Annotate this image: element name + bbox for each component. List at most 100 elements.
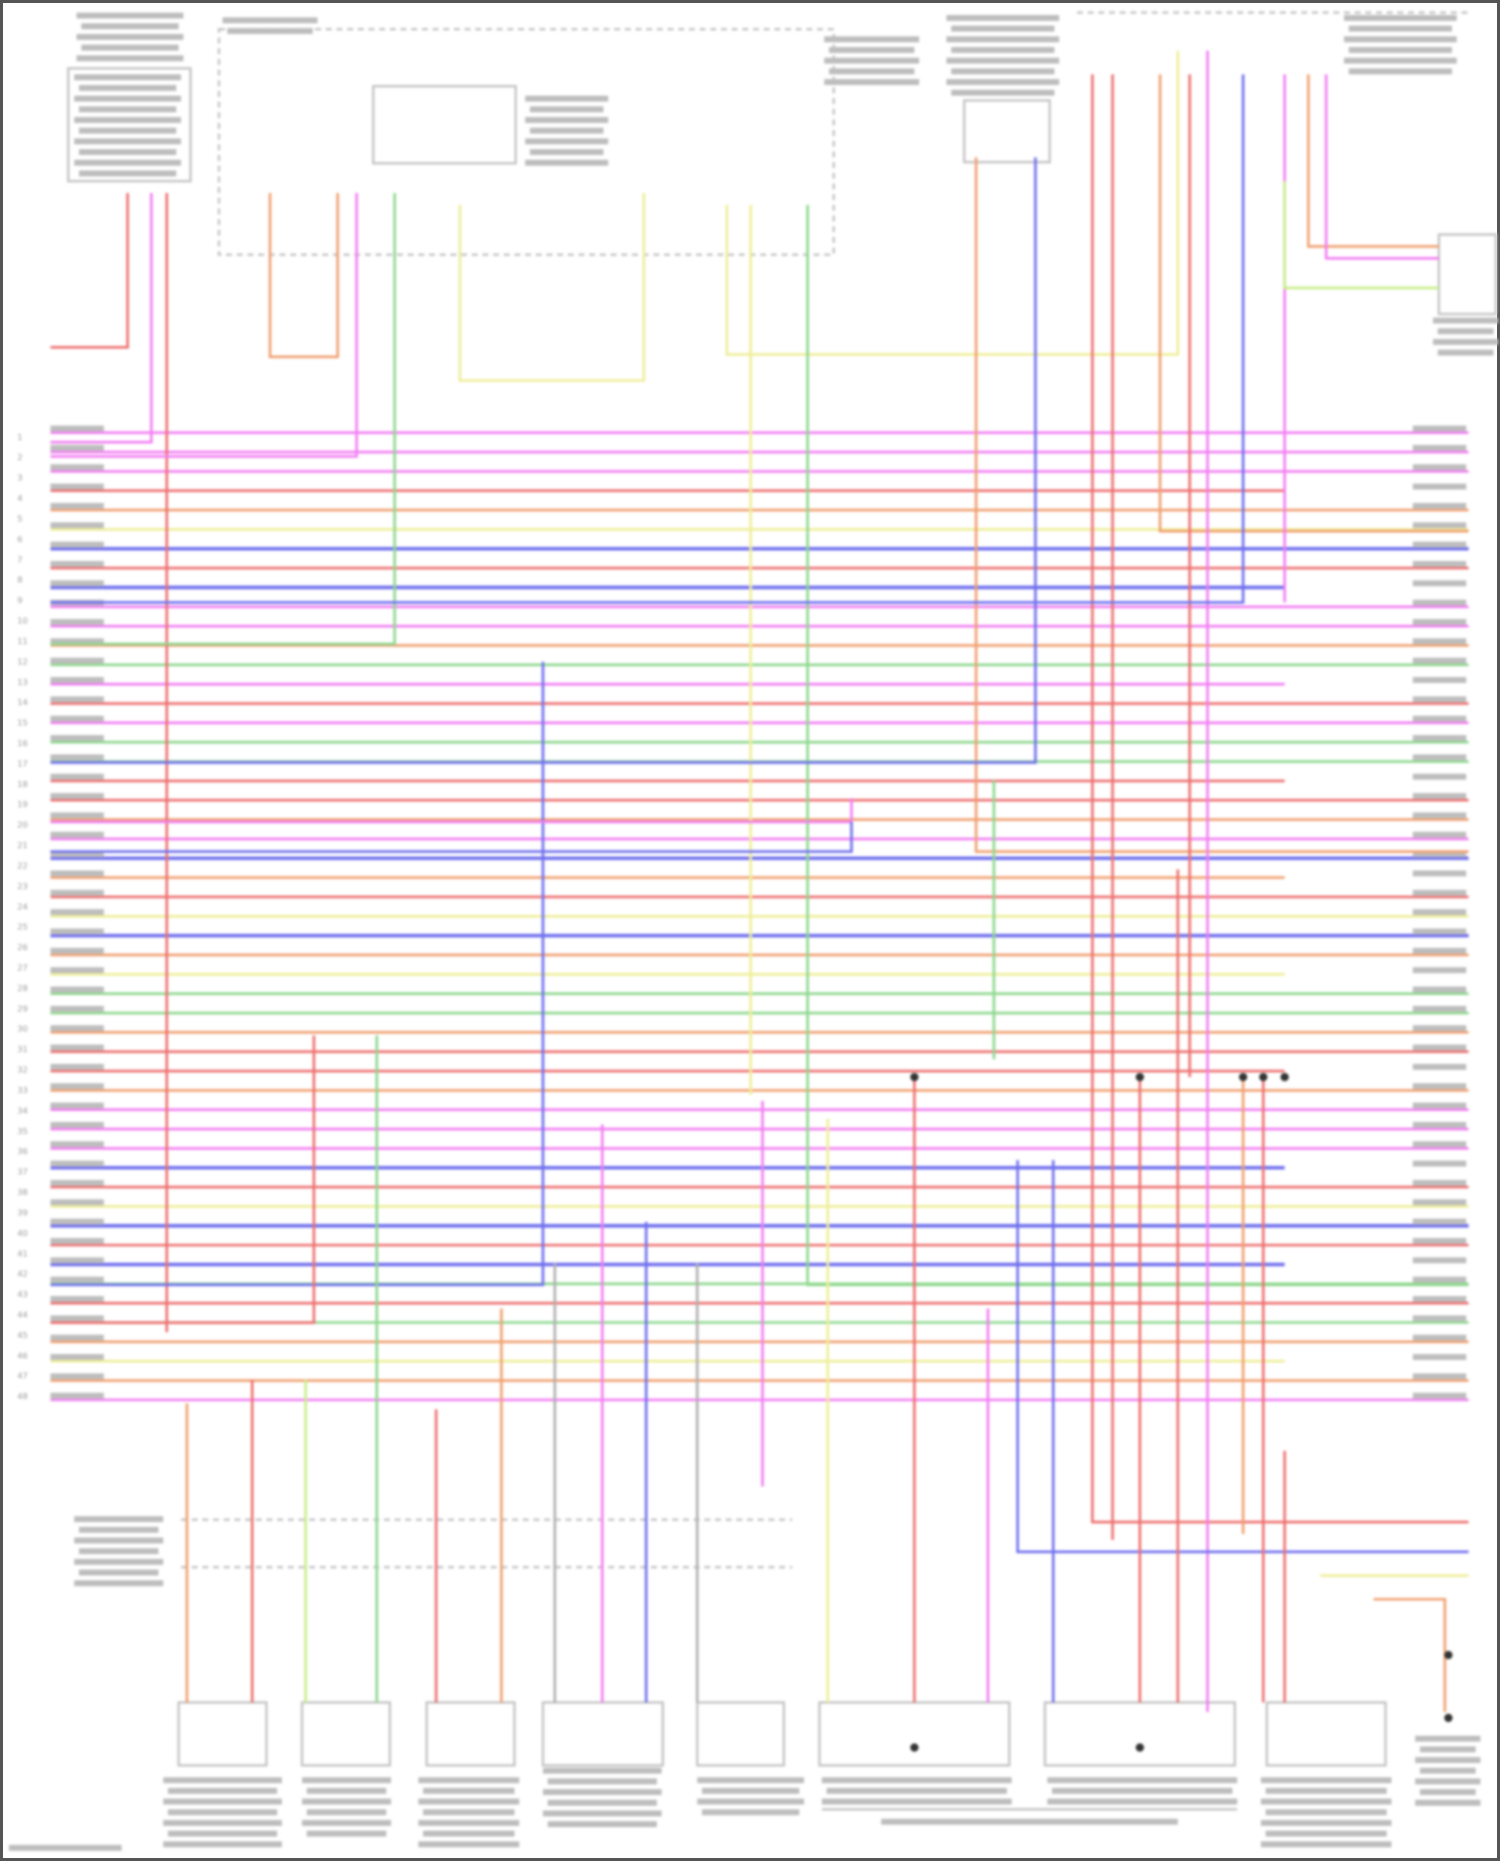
wire-color-label: [50, 1141, 104, 1148]
wire-color-label: [50, 560, 104, 567]
pin-number: 19: [17, 799, 28, 809]
wire-color-label: [50, 773, 104, 780]
wire-color-label: [50, 1354, 104, 1361]
splice-point: [1280, 1072, 1289, 1082]
component-label: [163, 1777, 282, 1784]
wire-color-label: [50, 986, 104, 993]
component-label: [1265, 1787, 1387, 1794]
wire-color-label: [1412, 580, 1467, 587]
splice-point: [910, 1072, 919, 1082]
right-sensor-box: [1437, 233, 1498, 316]
wire-color-label: [1412, 1121, 1467, 1128]
pin-number: 28: [17, 983, 28, 993]
pin-number: 24: [17, 901, 28, 911]
wire: [1307, 74, 1439, 248]
wire-color-label: [50, 1199, 104, 1206]
pin-number: 23: [17, 881, 28, 891]
wire-color-label: [50, 1276, 104, 1283]
wire-color-label: [50, 541, 104, 548]
wire-color-label: [50, 522, 104, 529]
component-label: [547, 1799, 657, 1806]
pin-number: 15: [17, 718, 28, 728]
pin-number: 10: [17, 616, 28, 626]
component-label: [306, 1830, 387, 1837]
wire-color-label: [50, 1121, 104, 1128]
wire: [1324, 74, 1439, 260]
component-label: [423, 1830, 515, 1837]
wire-color-label: [1412, 1063, 1467, 1070]
wire-color-label: [50, 851, 104, 858]
wire: [50, 661, 545, 1287]
wire-color-label: [1412, 851, 1467, 858]
wire-color-label: [50, 928, 104, 935]
pin-number: 3: [17, 473, 22, 483]
splice-point: [1135, 1743, 1145, 1752]
wire-color-label: [50, 1005, 104, 1012]
pin-number: 5: [17, 513, 22, 523]
pin-number: 1: [17, 432, 22, 442]
component-label: [951, 47, 1055, 53]
wire-color-label: [50, 754, 104, 761]
wire-color-label: [1412, 1160, 1467, 1167]
pin-number: 4: [17, 493, 22, 503]
component-label: [1047, 1798, 1238, 1805]
wire: [806, 204, 1469, 1287]
wire-color-label: [1412, 502, 1467, 509]
wire: [1283, 181, 1439, 290]
component-label: [697, 1777, 805, 1784]
wire: [268, 192, 339, 359]
component-label: [542, 1767, 662, 1774]
component-label: [78, 127, 177, 134]
wire-color-label: [1412, 1199, 1467, 1206]
wire-color-label: [1412, 1276, 1467, 1283]
component-label: [946, 79, 1060, 86]
component-label: [1415, 1757, 1481, 1764]
wire-color-label: [1412, 735, 1467, 742]
component-label: [74, 138, 182, 145]
wire: [1091, 74, 1469, 1524]
component-label: [1419, 1767, 1476, 1774]
component-label: [78, 85, 177, 91]
temperature-sensor-box: [963, 99, 1051, 164]
component-label: [828, 47, 915, 53]
component-label: [828, 68, 915, 75]
wire: [50, 192, 358, 458]
component-label: [423, 1787, 515, 1794]
wire-color-label: [50, 793, 104, 800]
pin-number: 2: [17, 452, 22, 462]
pin-number: 6: [17, 534, 22, 544]
wire-color-label: [1412, 1354, 1467, 1361]
component-label: [418, 1798, 520, 1805]
wire-color-label: [50, 947, 104, 954]
component-label: [1348, 25, 1452, 32]
wire-color-label: [1412, 986, 1467, 993]
wire-color-label: [50, 619, 104, 625]
component-label: [8, 1844, 122, 1851]
wire-color-label: [1412, 831, 1467, 838]
component-label: [302, 1777, 392, 1784]
component-label: [881, 1818, 1178, 1825]
wire-color-label: [50, 715, 104, 722]
component-label: [951, 25, 1055, 32]
pin-number: 17: [17, 758, 28, 768]
component-label: [74, 95, 182, 102]
wire-color-label: [50, 502, 104, 509]
component-label: [1265, 1830, 1387, 1837]
component-label: [529, 127, 604, 134]
wire-color-label: [50, 1373, 104, 1380]
component-label: [525, 95, 609, 102]
wire-color-label: [50, 812, 104, 819]
temperature-sensor-bottom: [696, 1701, 786, 1767]
component-label: [74, 1516, 164, 1523]
wire-color-label: [1412, 870, 1467, 877]
component-label: [525, 138, 609, 145]
wire: [725, 50, 1180, 356]
pin-number: 47: [17, 1371, 28, 1381]
component-label: [542, 1789, 662, 1796]
wire-color-label: [1412, 715, 1467, 722]
pin-number: 43: [17, 1289, 28, 1299]
pin-number: 26: [17, 942, 28, 952]
wire-color-label: [1412, 599, 1467, 606]
component-label: [1419, 1746, 1476, 1753]
pin-number: 22: [17, 860, 28, 870]
